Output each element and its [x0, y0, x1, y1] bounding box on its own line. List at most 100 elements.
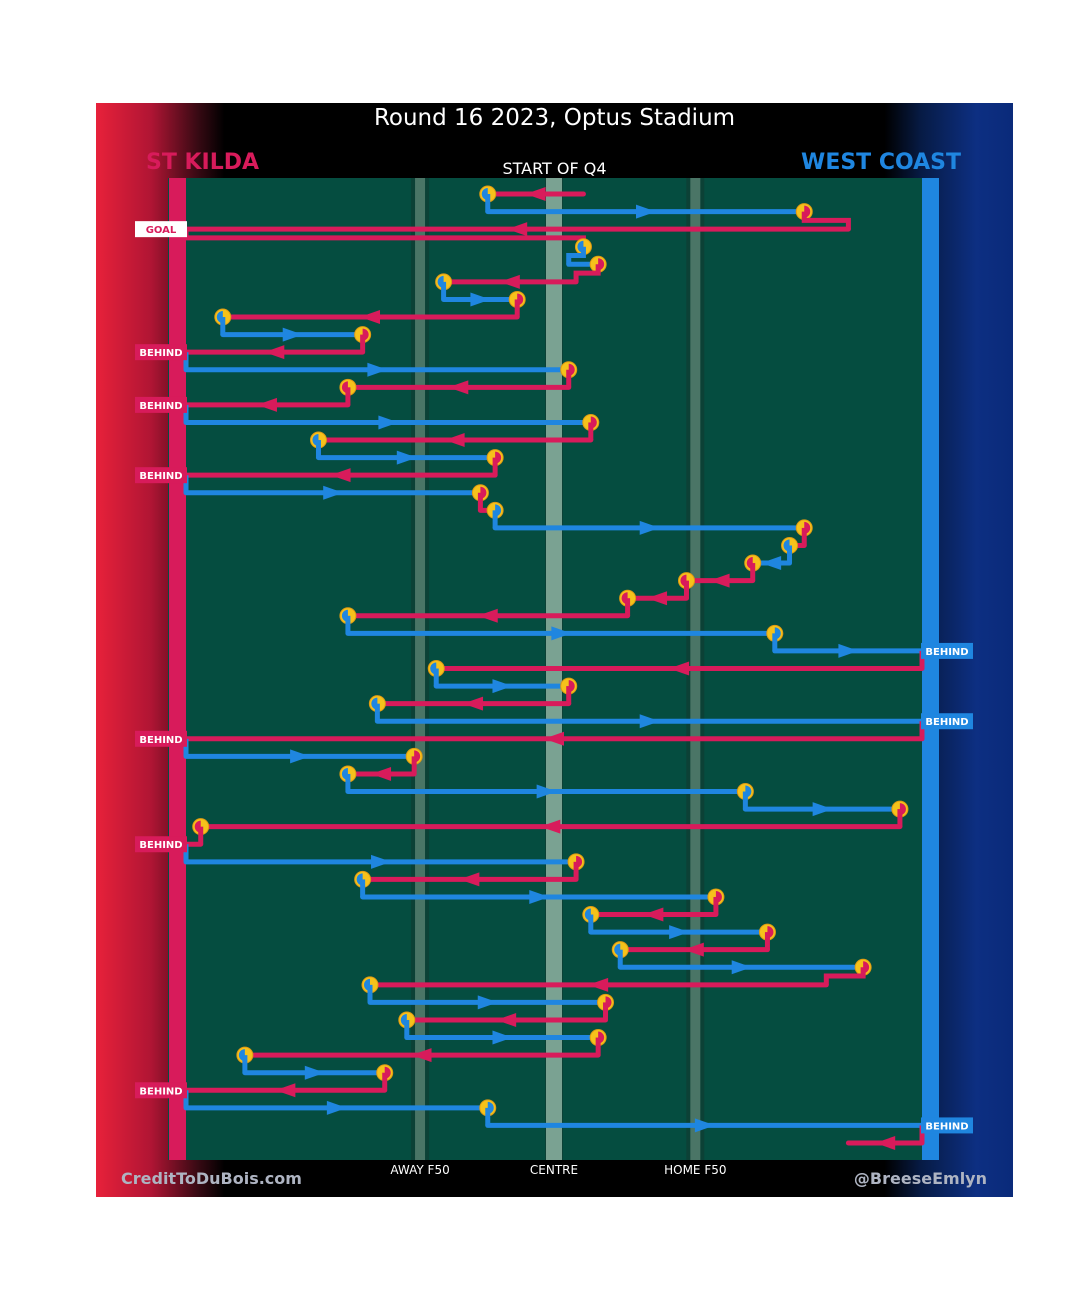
field-layer: AWAY F50 CENTRE HOME F50	[168, 178, 939, 1177]
score-label-box	[135, 396, 187, 413]
score-label-box	[921, 642, 973, 659]
left-goal-bar	[169, 178, 186, 1160]
direction-arrow	[529, 889, 550, 904]
right-goal-bar	[922, 178, 939, 1160]
direction-arrow	[492, 679, 513, 694]
chart-title: Round 16 2023, Optus Stadium	[373, 105, 736, 131]
direction-arrow	[496, 1012, 517, 1027]
direction-arrow	[360, 310, 380, 325]
direction-arrow	[367, 362, 388, 377]
direction-arrow	[669, 925, 690, 940]
score-label-box	[135, 1082, 187, 1099]
direction-arrow	[544, 731, 564, 746]
flow-chart: AWAY F50 CENTRE HOME F50 GOAL BEHIND BEHIND B…	[135, 178, 973, 1177]
direction-arrow	[304, 1065, 325, 1080]
behind-label: BEHIND	[139, 1086, 182, 1097]
goal-label: GOAL	[146, 225, 177, 236]
direction-arrow	[256, 397, 277, 412]
score-label: BEHIND	[135, 1082, 187, 1099]
direction-arrow	[507, 222, 528, 237]
score-label: BEHIND	[135, 467, 187, 484]
direction-arrow	[264, 345, 285, 360]
score-label-box	[135, 467, 187, 484]
quarter-start-label: START OF Q4	[502, 159, 607, 178]
direction-arrow	[643, 907, 664, 922]
score-label: BEHIND	[921, 713, 973, 730]
score-label-box	[921, 1117, 973, 1134]
direction-arrow	[639, 714, 660, 729]
direction-arrow	[444, 433, 465, 448]
direction-arrow	[761, 556, 782, 571]
score-label-box	[135, 836, 187, 853]
direction-arrow	[588, 977, 609, 992]
chart-frame: AWAY F50 CENTRE HOME F50 GOAL BEHIND BEHIND B…	[96, 103, 1013, 1197]
direction-arrow	[683, 942, 704, 957]
connector	[573, 264, 601, 282]
direction-arrow	[323, 485, 344, 500]
direction-arrow	[275, 1083, 296, 1098]
behind-label: BEHIND	[139, 401, 182, 412]
behind-label: BEHIND	[139, 471, 182, 482]
score-label: GOAL	[135, 221, 187, 238]
direction-arrow	[326, 1100, 347, 1115]
score-labels-layer: GOAL BEHIND BEHIND BEHIND BEHIND BEHIND BEHIND…	[135, 221, 973, 1134]
direction-arrow	[525, 187, 546, 201]
behind-label: BEHIND	[925, 1121, 968, 1132]
direction-arrow	[540, 819, 561, 834]
score-label: BEHIND	[921, 1117, 973, 1134]
direction-arrow	[282, 327, 303, 342]
behind-label: BEHIND	[925, 647, 968, 658]
direction-arrow	[812, 802, 833, 817]
score-label: BEHIND	[135, 344, 187, 361]
x-tick-label: HOME F50	[664, 1163, 726, 1177]
direction-arrow	[448, 380, 469, 395]
direction-arrow	[875, 1136, 896, 1150]
direction-arrow	[470, 292, 491, 307]
direction-arrow	[463, 696, 484, 711]
direction-arrow	[636, 204, 656, 219]
credit-left: CreditToDuBois.com	[121, 1169, 302, 1188]
behind-label: BEHIND	[139, 735, 182, 746]
direction-arrow	[709, 573, 730, 588]
f50-line	[415, 178, 426, 1160]
team-left-label: ST KILDA	[146, 150, 260, 175]
behind-label: BEHIND	[139, 348, 182, 359]
score-label: BEHIND	[921, 642, 973, 659]
direction-arrow	[378, 415, 399, 430]
direction-arrow	[477, 608, 498, 623]
direction-arrow	[669, 661, 690, 676]
score-label: BEHIND	[135, 836, 187, 853]
direction-arrow	[551, 626, 572, 641]
direction-arrow	[411, 1048, 432, 1063]
x-tick-label: CENTRE	[530, 1163, 578, 1177]
score-label-box	[921, 713, 973, 730]
score-label-box	[135, 730, 187, 747]
score-label-box	[135, 344, 187, 361]
credit-right: @BreeseEmlyn	[853, 1169, 987, 1188]
direction-arrow	[396, 450, 417, 465]
connector	[823, 967, 866, 985]
direction-arrow	[731, 960, 752, 975]
direction-arrow	[290, 749, 311, 764]
behind-label: BEHIND	[925, 717, 968, 728]
possession-paths-layer	[183, 185, 925, 1150]
direction-arrow	[459, 872, 480, 887]
direction-arrow	[477, 995, 498, 1010]
direction-arrow	[694, 1118, 715, 1133]
direction-arrow	[838, 643, 859, 658]
direction-arrow	[499, 274, 520, 289]
direction-arrow	[647, 591, 668, 606]
direction-arrow	[330, 468, 351, 483]
behind-label: BEHIND	[139, 840, 182, 851]
direction-arrow	[371, 854, 392, 869]
direction-arrow	[371, 766, 392, 781]
connector	[566, 246, 586, 265]
score-label-box	[135, 221, 187, 238]
direction-arrow	[639, 520, 660, 535]
connector	[801, 211, 851, 230]
team-right-label: WEST COAST	[801, 150, 961, 175]
direction-arrow	[536, 784, 557, 799]
x-tick-label: AWAY F50	[390, 1163, 449, 1177]
score-label: BEHIND	[135, 730, 187, 747]
direction-arrow	[492, 1030, 513, 1045]
